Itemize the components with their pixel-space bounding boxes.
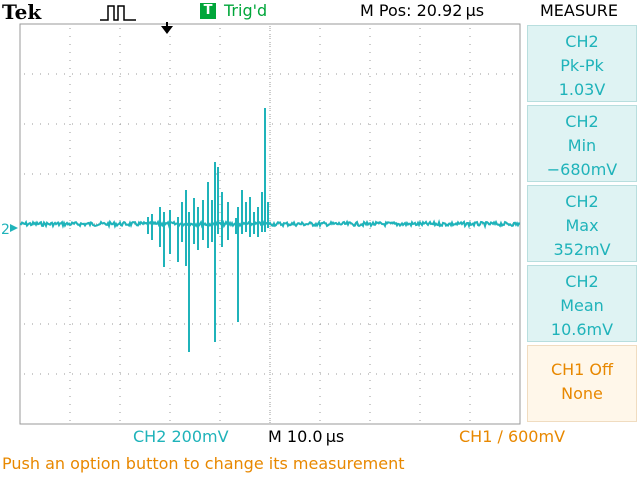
brand-logo: Tek: [2, 0, 42, 24]
ch2-marker-label: 2: [1, 222, 10, 238]
ch2-trace: [19, 108, 521, 352]
measure-1-value: 1.03V: [558, 80, 606, 99]
trigger-readout: CH1 ∕ 600mV: [459, 427, 566, 446]
measure-slot-2[interactable]: CH2 Min −680mV: [527, 105, 637, 182]
measure-4-channel: CH2: [565, 272, 599, 291]
menu-title: MEASURE: [540, 1, 618, 20]
measure-slot-5[interactable]: CH1 Off None: [527, 345, 637, 422]
measure-menu: CH2 Pk-Pk 1.03V CH2 Min −680mV CH2 Max 3…: [527, 25, 637, 425]
measure-slot-4[interactable]: CH2 Mean 10.6mV: [527, 265, 637, 342]
waveform-display: 2: [1, 22, 521, 425]
measure-4-value: 10.6mV: [550, 320, 614, 339]
trigger-arrow-icon: [161, 22, 173, 34]
measure-1-type: Pk-Pk: [560, 56, 604, 75]
measure-slot-3[interactable]: CH2 Max 352mV: [527, 185, 637, 262]
horizontal-position: M Pos: 20.92 µs: [360, 1, 485, 20]
measure-4-type: Mean: [560, 296, 604, 315]
measure-1-channel: CH2: [565, 32, 599, 51]
measure-5-type: None: [561, 384, 603, 403]
measure-2-type: Min: [567, 136, 597, 155]
graticule-grid: [22, 26, 519, 423]
status-message: Push an option button to change its meas…: [2, 454, 405, 473]
measure-slot-1[interactable]: CH2 Pk-Pk 1.03V: [527, 25, 637, 102]
ground-marker-icon: 2: [1, 222, 18, 238]
ch2-scale-readout: CH2 200mV: [133, 427, 229, 446]
measure-3-value: 352mV: [553, 240, 611, 259]
trigger-badge: T: [200, 3, 216, 19]
measure-2-value: −680mV: [546, 160, 618, 179]
timebase-readout: M 10.0 µs: [268, 427, 345, 446]
measure-2-channel: CH2: [565, 112, 599, 131]
measure-3-type: Max: [565, 216, 599, 235]
measure-5-channel: CH1 Off: [550, 360, 614, 379]
trigger-status: Trig'd: [224, 1, 268, 20]
measure-3-channel: CH2: [565, 192, 599, 211]
pulse-icon: [100, 5, 136, 21]
